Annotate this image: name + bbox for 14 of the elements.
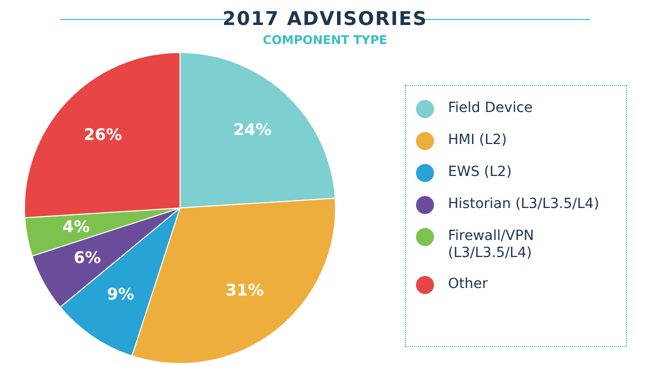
- chart-title: 2017 ADVISORIES: [222, 8, 428, 30]
- data-label: 4%: [62, 216, 90, 236]
- data-label: 9%: [106, 284, 134, 304]
- data-label: 6%: [74, 248, 101, 268]
- legend-label: Historian (L3/L3.5/L4): [448, 196, 600, 213]
- legend-label: Other: [448, 276, 488, 293]
- data-label: 24%: [233, 120, 272, 140]
- legend-label: Firewall/VPN (L3/L3.5/L4): [448, 228, 536, 262]
- data-label: 26%: [84, 124, 122, 144]
- legend-label: HMI (L2): [448, 132, 507, 149]
- legend-label: Field Device: [448, 100, 533, 117]
- data-label: 31%: [226, 280, 264, 300]
- legend-label: EWS (L2): [448, 164, 512, 181]
- chart-subtitle: COMPONENT TYPE: [262, 33, 388, 47]
